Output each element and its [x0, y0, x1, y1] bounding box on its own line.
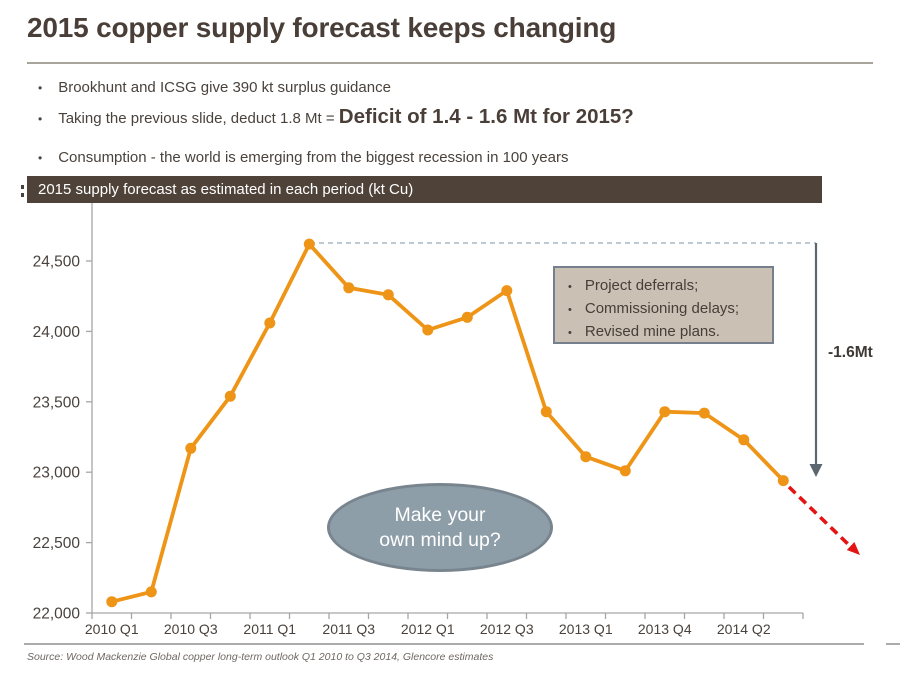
y-axis-tick-label: 23,500 [33, 394, 81, 411]
data-point-2012-Q3 [501, 285, 513, 297]
ellipse-text-line2: own mind up? [379, 528, 501, 551]
bullet-icon: • [38, 81, 43, 95]
bullet-icon: • [568, 304, 572, 316]
callout-text: Commissioning delays; [584, 300, 740, 317]
data-point-2013-Q2 [619, 465, 631, 477]
source-note: Source: Wood Mackenzie Global copper lon… [27, 651, 494, 663]
data-point-2010-Q3 [185, 442, 197, 454]
y-axis-tick-label: 23,000 [33, 465, 81, 482]
data-point-2012-Q2 [461, 311, 473, 323]
data-point-2010-Q2 [145, 586, 157, 598]
bullet-text: Taking the previous slide, deduct 1.8 Mt… [58, 110, 339, 127]
bullet-icon: • [38, 112, 43, 126]
x-axis-tick-label: 2014 Q2 [717, 621, 771, 637]
y-axis-tick-label: 22,000 [33, 606, 81, 623]
x-axis-tick-label: 2013 Q4 [638, 621, 692, 637]
footer-divider [24, 643, 864, 645]
data-point-2013-Q1 [580, 451, 592, 463]
x-axis-tick-label: 2012 Q1 [401, 621, 455, 637]
data-point-2010-Q4 [224, 390, 236, 402]
ellipse-text-line1: Make your [394, 503, 486, 526]
footer-corner-dash [886, 643, 900, 645]
bullet-emphasis-text: Deficit of 1.4 - 1.6 Mt for 2015? [338, 105, 634, 128]
reasons-callout-box: • Project deferrals; • Commissioning del… [553, 266, 774, 344]
data-point-2013-Q4 [659, 406, 671, 418]
y-axis-tick-label: 24,000 [33, 324, 81, 341]
data-point-2014-Q3 [777, 475, 789, 487]
y-axis-tick-label: 22,500 [33, 535, 81, 552]
data-point-2010-Q1 [106, 596, 118, 608]
callout-item: • Commissioning delays; [568, 298, 772, 321]
bullet-icon: • [568, 327, 572, 339]
x-axis-tick-label: 2013 Q1 [559, 621, 613, 637]
data-point-2011-Q3 [343, 282, 355, 294]
x-axis-tick-label: 2011 Q1 [243, 621, 296, 637]
callout-text: Revised mine plans. [584, 323, 720, 340]
y-axis-tick-label: 24,500 [33, 254, 81, 271]
data-point-2012-Q4 [540, 406, 552, 418]
data-point-2014-Q2 [738, 434, 750, 446]
data-point-2012-Q1 [422, 324, 434, 336]
bullet-text: Consumption - the world is emerging from… [58, 149, 569, 166]
delta-1-6mt-label: -1.6Mt [828, 344, 873, 361]
bullet-icon: • [568, 281, 572, 293]
series-line-supply-forecast [109, 242, 786, 604]
bullet-item-consumption: • Consumption - the world is emerging fr… [38, 149, 568, 166]
bullet-icon: • [38, 151, 43, 165]
x-axis-tick-label: 2010 Q1 [85, 621, 139, 637]
x-axis-tick-label: 2011 Q3 [322, 621, 375, 637]
x-axis-tick-label: 2010 Q3 [164, 621, 218, 637]
drop-arrow [809, 243, 823, 477]
callout-text: Project deferrals; [584, 277, 699, 294]
title-divider [27, 62, 873, 64]
data-point-2011-Q2 [303, 238, 315, 250]
clipped-glyph-artifact [21, 185, 24, 189]
data-point-2011-Q1 [264, 317, 276, 329]
bullet-text: Brookhunt and ICSG give 390 kt surplus g… [58, 79, 391, 96]
slide-title: 2015 copper supply forecast keeps changi… [27, 12, 617, 43]
trend-arrow-red [787, 485, 860, 555]
bullet-item-deficit: • Taking the previous slide, deduct 1.8 … [38, 105, 634, 129]
callout-item: • Project deferrals; [568, 275, 772, 298]
make-your-own-mind-ellipse: Make your own mind up? [327, 483, 553, 572]
data-point-2014-Q1 [698, 407, 710, 419]
x-axis-tick-label: 2012 Q3 [480, 621, 534, 637]
bullet-item-surplus-guidance: • Brookhunt and ICSG give 390 kt surplus… [38, 79, 391, 96]
chart-title: 2015 supply forecast as estimated in eac… [38, 181, 414, 198]
callout-item: • Revised mine plans. [568, 321, 772, 344]
chart-title-bar: 2015 supply forecast as estimated in eac… [27, 176, 822, 203]
data-point-2011-Q4 [382, 289, 394, 301]
